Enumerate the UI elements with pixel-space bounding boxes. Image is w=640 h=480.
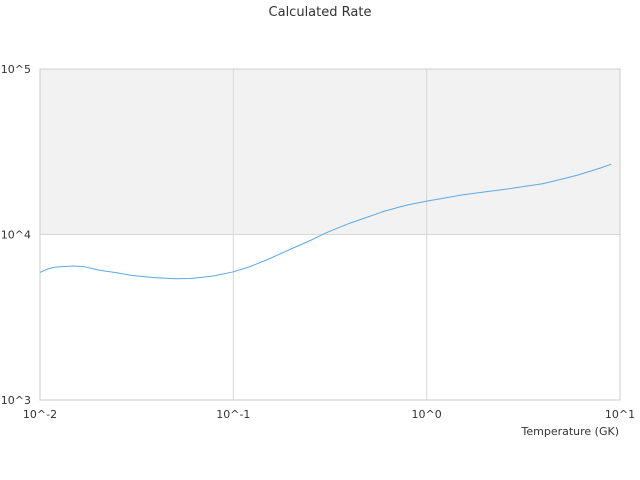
y-tick-label: 10^3 <box>1 394 31 407</box>
series-line <box>39 163 612 280</box>
x-tick-label: 10^0 <box>412 408 442 421</box>
x-axis-title: Temperature (GK) <box>521 425 620 438</box>
shaded-band <box>40 69 620 235</box>
y-tick-label: 10^5 <box>1 63 31 76</box>
x-tick-label: 10^-1 <box>216 408 250 421</box>
y-tick-label: 10^4 <box>1 229 31 242</box>
x-tick-label: 10^-2 <box>23 408 57 421</box>
x-tick-label: 10^1 <box>605 408 635 421</box>
chart-title: Calculated Rate <box>269 5 372 20</box>
plot-area: 10^-2 10^-1 10^0 10^1 10^3 10^4 10^5 <box>1 63 635 421</box>
plot-frame <box>39 68 621 401</box>
